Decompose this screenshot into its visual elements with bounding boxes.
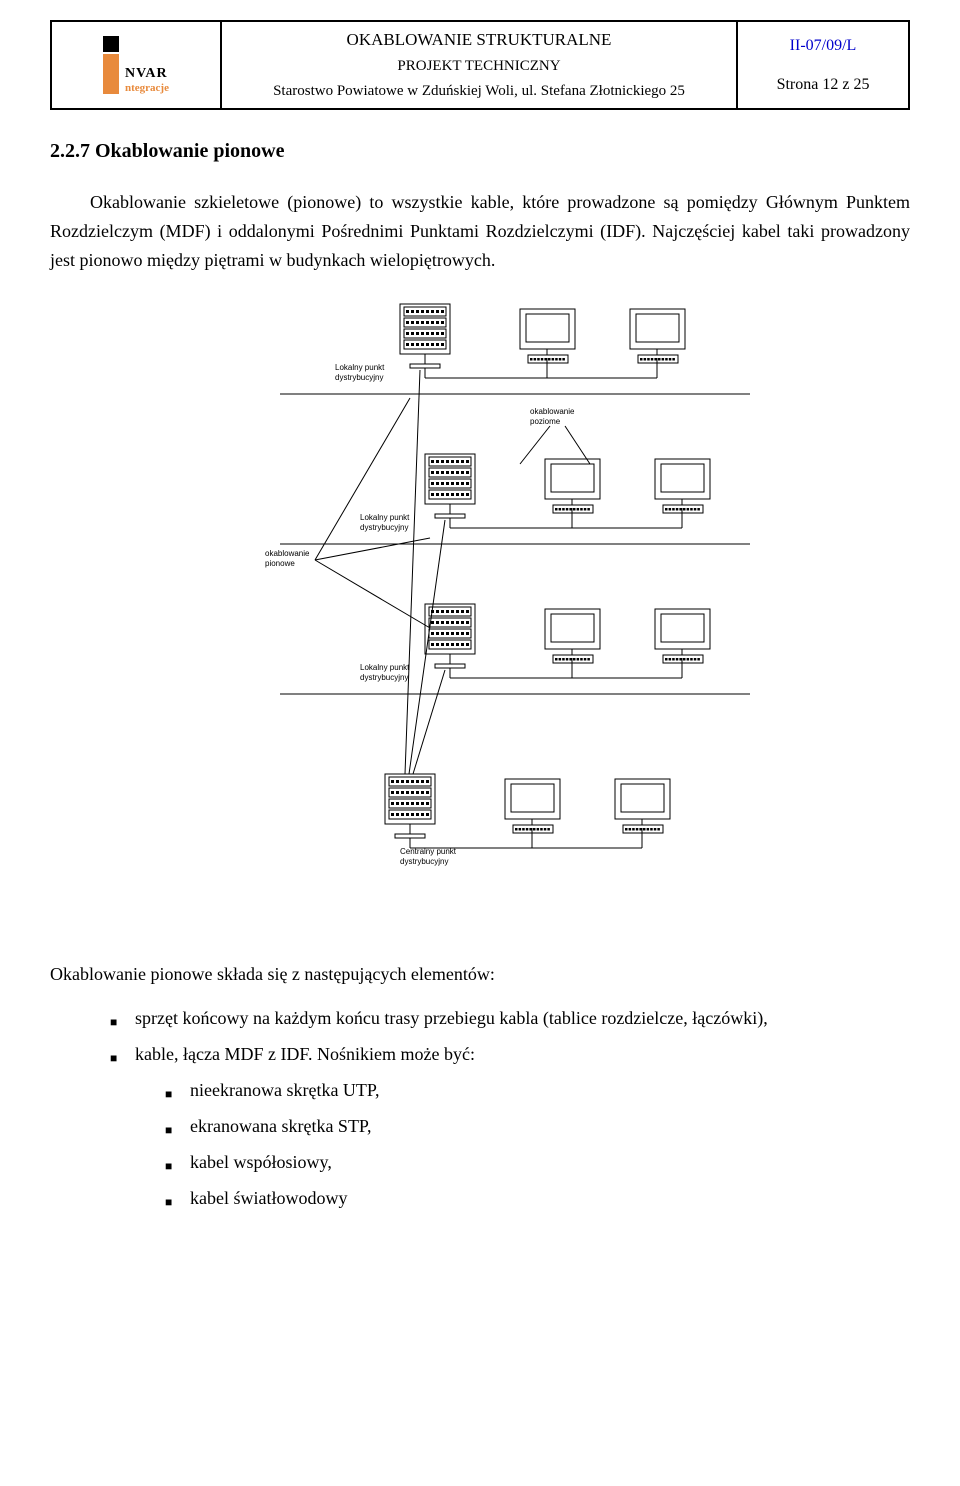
diagram-container: Lokalny punktdystrybucyjnyLokalny punktd…	[50, 294, 910, 934]
svg-text:okablowanie: okablowanie	[530, 407, 575, 416]
svg-text:pionowe: pionowe	[265, 559, 295, 568]
svg-text:poziome: poziome	[530, 417, 561, 426]
svg-text:Lokalny punkt: Lokalny punkt	[360, 513, 410, 522]
section-heading: 2.2.7 Okablowanie pionowe	[50, 140, 910, 163]
bullet-list: sprzęt końcowy na każdym końcu trasy prz…	[50, 1000, 910, 1216]
svg-text:Lokalny punkt: Lokalny punkt	[360, 663, 410, 672]
svg-text:okablowanie: okablowanie	[265, 549, 310, 558]
logo-cell: NVAR ntegracje	[52, 22, 222, 108]
header-title-1: OKABLOWANIE STRUKTURALNE	[226, 30, 732, 50]
logo: NVAR ntegracje	[103, 36, 169, 94]
logo-stem-icon	[103, 54, 119, 94]
bullet-2-text: kable, łącza MDF z IDF. Nośnikiem może b…	[135, 1044, 475, 1064]
header-title-2: PROJEKT TECHNICZNY	[226, 58, 732, 75]
bullet-1: sprzęt końcowy na każdym końcu trasy prz…	[110, 1000, 910, 1036]
svg-text:dystrybucyjny: dystrybucyjny	[335, 373, 383, 382]
document-header: NVAR ntegracje OKABLOWANIE STRUKTURALNE …	[50, 20, 910, 110]
header-right-cell: II-07/09/L Strona 12 z 25	[738, 22, 908, 108]
sub-list: nieekranowa skrętka UTP, ekranowana skrę…	[135, 1072, 910, 1216]
header-center-cell: OKABLOWANIE STRUKTURALNE PROJEKT TECHNIC…	[222, 22, 738, 108]
list-intro: Okablowanie pionowe składa się z następu…	[50, 964, 910, 985]
logo-text-top: NVAR	[125, 66, 169, 82]
svg-text:Centralny punkt: Centralny punkt	[400, 847, 457, 856]
page-info: Strona 12 z 25	[777, 76, 870, 94]
bullet-2: kable, łącza MDF z IDF. Nośnikiem może b…	[110, 1036, 910, 1216]
paragraph-1: Okablowanie szkieletowe (pionowe) to wsz…	[50, 188, 910, 274]
sub-4: kabel światłowodowy	[165, 1180, 910, 1216]
network-diagram: Lokalny punktdystrybucyjnyLokalny punktd…	[160, 294, 800, 934]
svg-text:Lokalny punkt: Lokalny punkt	[335, 363, 385, 372]
header-title-3: Starostwo Powiatowe w Zduńskiej Woli, ul…	[226, 83, 732, 100]
doc-code: II-07/09/L	[790, 37, 857, 55]
sub-1: nieekranowa skrętka UTP,	[165, 1072, 910, 1108]
svg-text:dystrybucyjny: dystrybucyjny	[360, 673, 408, 682]
sub-2: ekranowana skrętka STP,	[165, 1108, 910, 1144]
sub-3: kabel współosiowy,	[165, 1144, 910, 1180]
logo-square-icon	[103, 36, 119, 52]
svg-text:dystrybucyjny: dystrybucyjny	[400, 857, 448, 866]
logo-text-bottom: ntegracje	[125, 82, 169, 94]
svg-text:dystrybucyjny: dystrybucyjny	[360, 523, 408, 532]
